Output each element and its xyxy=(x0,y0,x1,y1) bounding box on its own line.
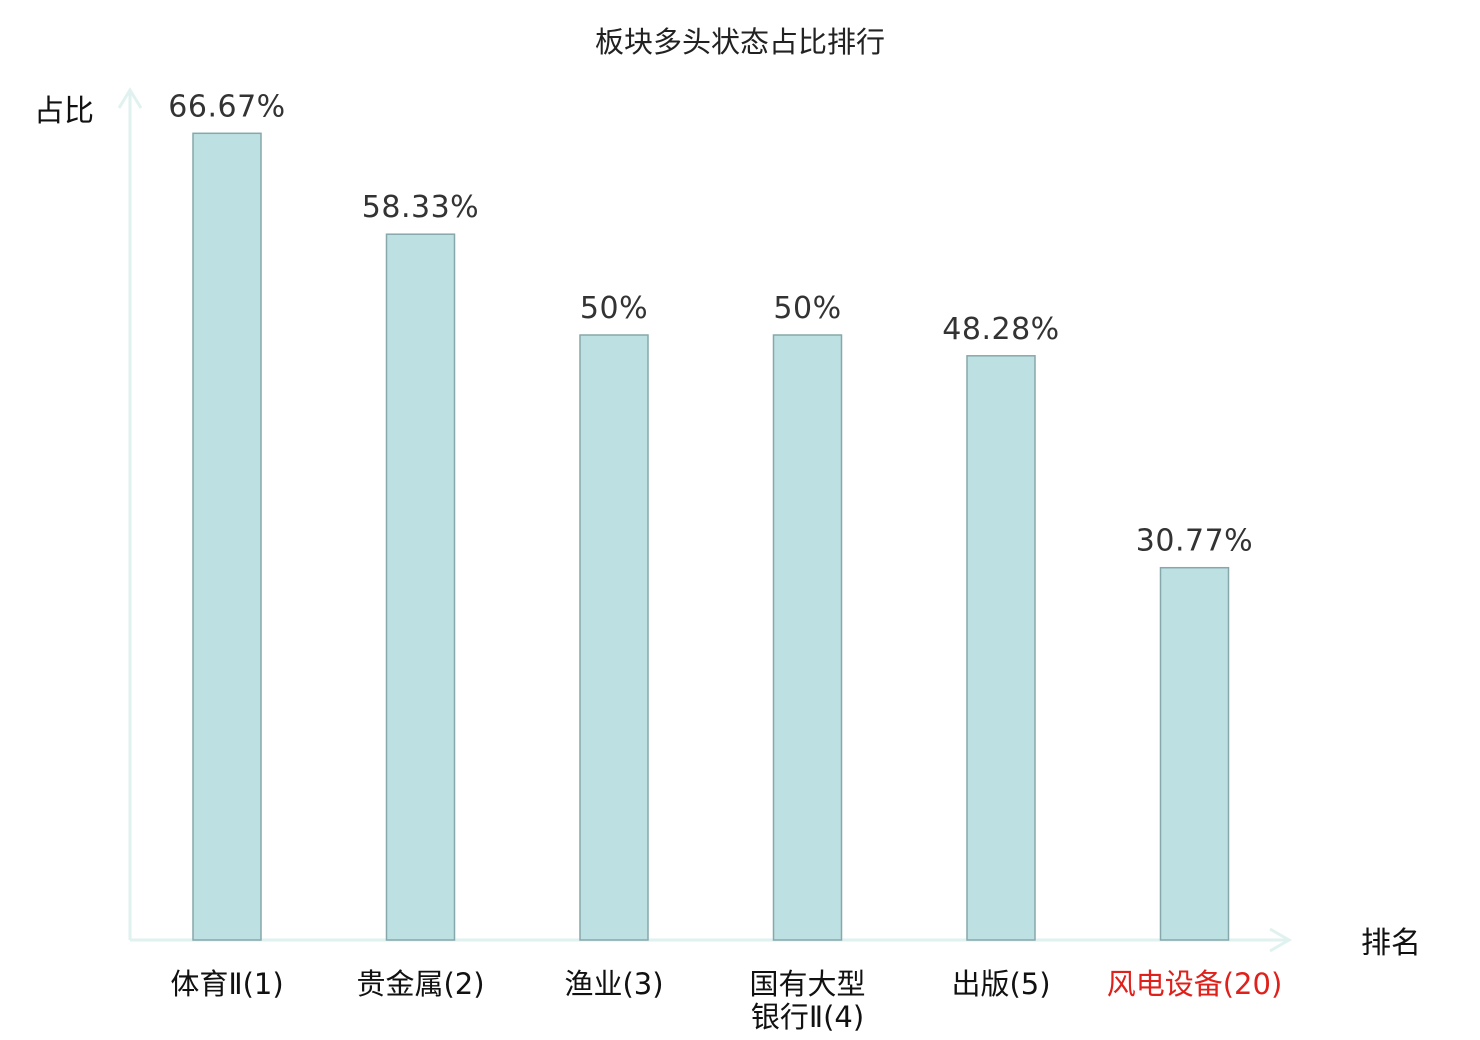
category-label-3: 渔业(3) xyxy=(564,967,663,1001)
chart-title: 板块多头状态占比排行 xyxy=(595,25,885,59)
bar-1 xyxy=(192,132,262,941)
category-label-1: 体育Ⅱ(1) xyxy=(170,967,283,1001)
category-label-line: 银行Ⅱ(4) xyxy=(751,1000,864,1034)
value-label-5: 48.28% xyxy=(942,312,1059,347)
category-label-4: 国有大型银行Ⅱ(4) xyxy=(749,967,865,1034)
category-label-line: 出版(5) xyxy=(951,967,1050,1001)
y-axis-label: 占比 xyxy=(34,94,94,129)
value-labels-group: 66.67% 58.33% 50% 50% 48.28% 30.77% xyxy=(168,89,1253,559)
bar-4 xyxy=(772,334,843,941)
category-label-5: 出版(5) xyxy=(951,967,1050,1001)
bars-group xyxy=(192,132,1230,941)
category-label-line: 风电设备(20) xyxy=(1107,967,1283,1001)
bar-3 xyxy=(579,334,649,941)
x-axis xyxy=(130,927,1292,953)
bar-5 xyxy=(966,355,1036,941)
category-labels-group: 体育Ⅱ(1) 贵金属(2) 渔业(3) 国有大型银行Ⅱ(4) 出版(5) 风电设备(20) xyxy=(170,967,1282,1034)
x-axis-label: 排名 xyxy=(1361,926,1421,961)
bar-6 xyxy=(1159,566,1230,941)
value-label-3: 50% xyxy=(580,291,648,326)
category-label-line: 渔业(3) xyxy=(564,967,663,1001)
bar-2 xyxy=(385,233,456,941)
value-label-6: 30.77% xyxy=(1136,524,1253,559)
value-label-2: 58.33% xyxy=(362,190,479,225)
value-label-4: 50% xyxy=(773,291,841,326)
category-label-line: 国有大型 xyxy=(749,967,865,1001)
category-label-line: 贵金属(2) xyxy=(356,967,484,1001)
category-label-6: 风电设备(20) xyxy=(1107,967,1283,1001)
y-axis xyxy=(117,87,143,940)
category-label-2: 贵金属(2) xyxy=(356,967,484,1001)
value-label-1: 66.67% xyxy=(168,89,285,124)
category-label-line: 体育Ⅱ(1) xyxy=(170,967,283,1001)
